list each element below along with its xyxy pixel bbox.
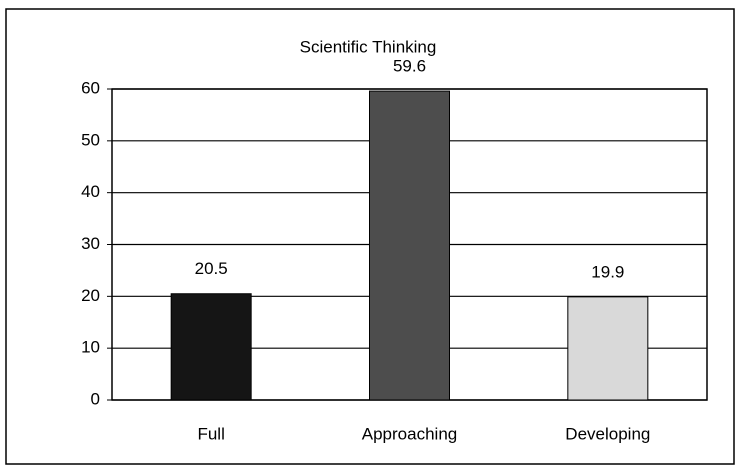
y-tick-label: 40: [81, 182, 100, 201]
bar: [170, 293, 252, 401]
x-tick-label: Developing: [565, 424, 650, 443]
y-tick-label: 20: [81, 286, 100, 305]
data-label: 59.6: [393, 57, 426, 76]
x-tick-label: Approaching: [362, 424, 457, 443]
data-label: 19.9: [591, 262, 624, 281]
x-tick-label: Full: [197, 424, 224, 443]
y-tick-label: 30: [81, 234, 100, 253]
chart-title: Scientific Thinking: [300, 37, 437, 56]
bar: [369, 90, 450, 401]
bar: [567, 296, 649, 401]
y-tick-label: 0: [91, 389, 100, 408]
y-tick-label: 10: [81, 338, 100, 357]
data-label: 20.5: [195, 259, 228, 278]
y-tick-label: 60: [81, 78, 100, 97]
y-tick-label: 50: [81, 130, 100, 149]
